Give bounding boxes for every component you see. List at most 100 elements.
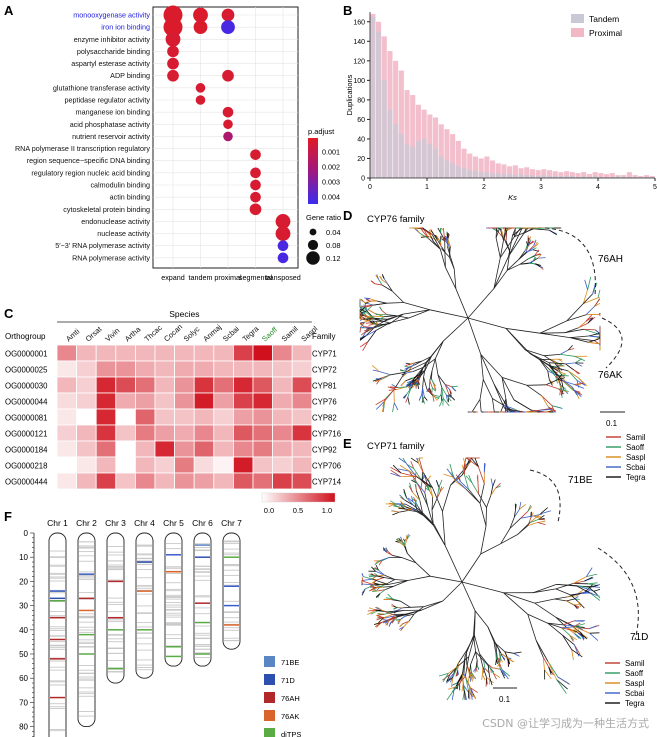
tree-branch <box>376 274 379 280</box>
enrichment-dot <box>195 83 206 93</box>
heatmap-cell <box>232 408 254 426</box>
tree-branch <box>482 668 486 674</box>
tree-branch <box>359 322 365 327</box>
heatmap-cell <box>56 408 78 426</box>
heatmap-cell <box>76 456 97 474</box>
tree-branch <box>492 398 504 406</box>
tree-branch <box>407 497 414 503</box>
tree-branch <box>406 371 413 374</box>
axis-tick-label: 0 <box>24 529 29 538</box>
family-label: CYP92 <box>312 446 337 455</box>
tree-branch <box>439 248 446 268</box>
tree-branch <box>432 524 446 546</box>
go-term-label: calmodulin binding <box>90 181 150 190</box>
proximal-bar <box>569 172 575 178</box>
tree-branch <box>400 540 406 546</box>
go-term-label: peptidase regulator activity <box>65 96 151 105</box>
orthogroup-label: OG0000025 <box>5 366 48 375</box>
tree-branch <box>375 398 386 406</box>
clade-label-76ah: 76AH <box>598 254 623 265</box>
proximal-bar <box>467 153 473 178</box>
tandem-bar <box>535 176 541 178</box>
tree-branch <box>560 354 575 357</box>
padjust-legend-title: p.adjust <box>308 127 335 136</box>
tree-branch <box>492 479 496 487</box>
tree-branch <box>562 635 573 650</box>
heatmap-cell <box>56 440 78 458</box>
tree-branch <box>503 407 509 413</box>
tree-branch <box>416 490 421 501</box>
tree-branch <box>405 363 410 367</box>
tree-branch <box>362 580 375 586</box>
tree-branch <box>375 586 384 589</box>
tree-branch <box>444 384 452 388</box>
tree-branch <box>413 374 419 379</box>
heatmap-cell <box>95 456 117 474</box>
y-tick-label: 0 <box>361 176 365 183</box>
tree-branch <box>557 676 570 685</box>
go-term-label: glutathione transferase activity <box>53 83 150 92</box>
heatmap-cell <box>272 360 293 378</box>
tree-branch <box>569 634 577 641</box>
species-column-label: Solyc <box>182 324 202 343</box>
tree-branch <box>557 377 566 381</box>
heatmap-cell <box>154 424 176 442</box>
tree-branch <box>568 345 573 351</box>
orthogroup-label: OG0000121 <box>5 430 47 439</box>
tandem-bar <box>404 143 410 178</box>
proximal-bar <box>575 173 581 178</box>
heatmap-title: Species <box>169 309 199 319</box>
tree-branch <box>410 606 424 608</box>
tree-branch <box>382 374 391 380</box>
tree-branch <box>365 584 375 590</box>
heatmap-cell <box>291 376 313 394</box>
tree-branch <box>548 406 556 412</box>
gene-ratio-legend-dot <box>309 228 317 236</box>
chromosome-label: Chr 1 <box>47 518 68 528</box>
tree-branch <box>384 577 395 580</box>
tree-branch <box>515 504 517 510</box>
heatmap-cell <box>272 472 293 490</box>
tree-branch <box>423 396 428 401</box>
tree-branch <box>410 457 419 464</box>
enrichment-dot <box>167 45 179 58</box>
tree-branch <box>499 236 515 258</box>
tree-branch <box>560 349 569 355</box>
heatmap-cell <box>76 472 97 490</box>
tree-branch <box>400 536 403 542</box>
tandem-bar <box>609 177 615 178</box>
tree-branch <box>372 578 389 585</box>
tree-branch <box>533 256 536 261</box>
tree-branch <box>493 256 509 289</box>
tree-branch <box>526 241 529 247</box>
tree-branch <box>365 298 371 300</box>
tree-branch <box>495 227 497 238</box>
tree-branch <box>482 674 486 681</box>
tree-branch <box>425 340 444 363</box>
tree-branch <box>403 621 410 628</box>
tree-branch <box>414 479 422 491</box>
tree-branch <box>407 388 412 398</box>
axis-tick-label: 70 <box>19 698 28 707</box>
proximal-bar <box>547 170 553 178</box>
tree-branch <box>451 385 458 388</box>
tree-branch <box>489 677 493 686</box>
y-tick-label: 120 <box>353 58 365 65</box>
tree-branch <box>389 386 398 388</box>
tree-branch <box>397 386 407 388</box>
tree-branch <box>493 383 509 410</box>
tree-branch <box>597 289 601 298</box>
enrichment-dot <box>250 191 261 203</box>
tree-branch <box>539 332 571 338</box>
tree-branch <box>382 610 393 615</box>
tree-branch <box>442 397 450 407</box>
tree-branch <box>583 293 593 304</box>
tree-branch <box>594 298 600 307</box>
tree-branch <box>407 397 410 405</box>
tree-branch <box>383 614 393 618</box>
heatmap-cell <box>134 424 156 442</box>
tandem-bar <box>455 166 461 178</box>
chromosome-label: Chr 5 <box>163 518 184 528</box>
panel-label-e: E <box>343 436 352 451</box>
